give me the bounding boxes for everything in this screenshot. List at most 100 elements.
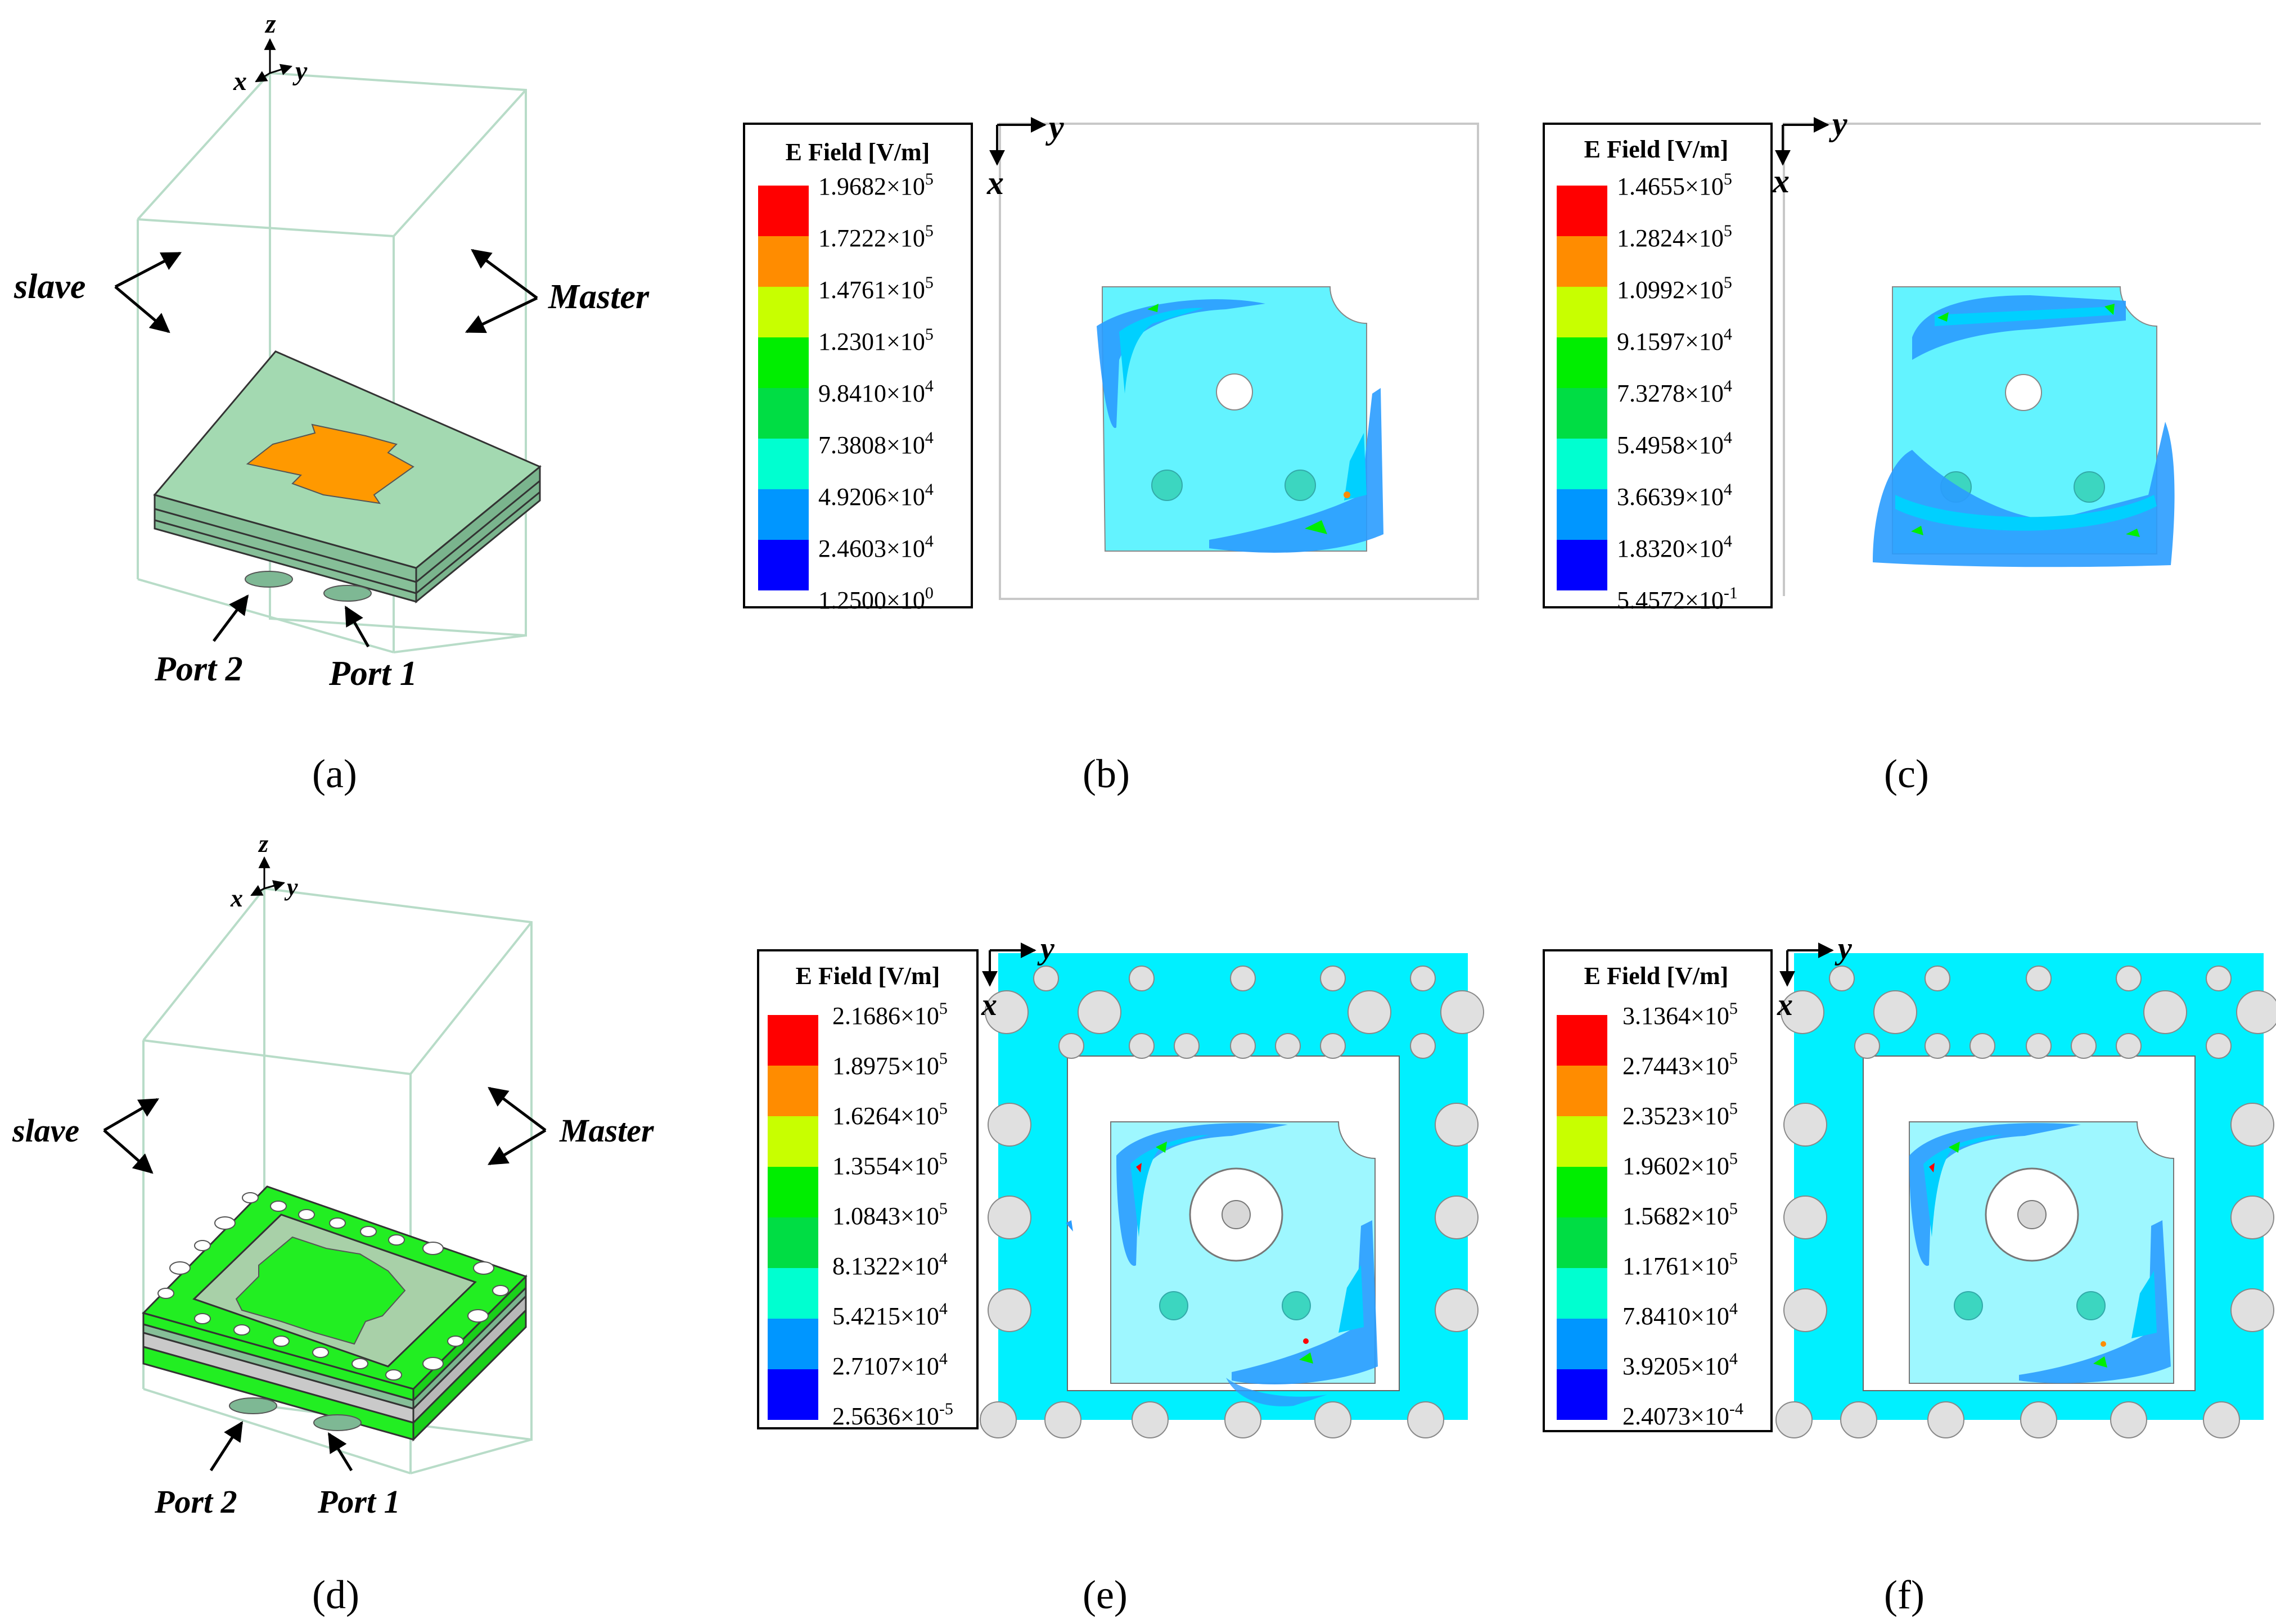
legend-value: 7.3808×104 [818, 428, 934, 459]
ebg-hole [1829, 966, 1855, 991]
legend-labels: 2.1686×105 1.8975×105 1.6264×105 1.3554×105… [832, 999, 953, 1430]
panel-f: E Field [V/m] 3.1364×105 2.7443×105 2.3523… [1543, 931, 2276, 1617]
port-cylinders [245, 571, 372, 602]
legend-title: E Field [V/m] [796, 962, 940, 990]
ebg-hole [985, 990, 1029, 1034]
ebg-hole [1783, 1288, 1827, 1332]
ebg-hole [2203, 1401, 2240, 1438]
legend-swatch [768, 1066, 818, 1116]
center-hole [1222, 1200, 1251, 1229]
panel-b: E Field [V/m] 1.9682×105 1.7222×105 1.4761… [743, 109, 1479, 796]
ebg-hole [1033, 966, 1059, 991]
ebg-holes [980, 966, 1484, 1438]
ebg-hole [2071, 1033, 2097, 1059]
legend-swatch [1557, 1167, 1607, 1217]
legend-value: 9.1597×104 [1617, 325, 1732, 355]
field-hotspots [1873, 295, 2175, 567]
legend-swatch [768, 1217, 818, 1268]
port-marker-left [1954, 1291, 1983, 1320]
ebg-hole [2236, 990, 2276, 1034]
legend-swatch [758, 388, 809, 439]
legend-swatches [1557, 1015, 1607, 1420]
ebg-hole [2206, 1033, 2232, 1059]
legend-value: 3.9205×104 [1623, 1350, 1738, 1380]
caption-b: (b) [1083, 751, 1130, 796]
caption-c: (c) [1884, 751, 1929, 796]
ebg-hole [1440, 990, 1484, 1034]
legend-value: 1.7222×105 [818, 222, 934, 252]
ebg-hole [2116, 966, 2142, 991]
field-hotspots [1909, 1123, 2171, 1383]
caption-d: (d) [312, 1572, 359, 1617]
plot-frame-b [999, 123, 1479, 600]
port-arrows [209, 1421, 353, 1472]
legend-swatch [1557, 1369, 1607, 1420]
port-marker-left [1151, 470, 1183, 501]
ebg-holes [1775, 966, 2276, 1438]
axis-z-label: z [258, 830, 268, 858]
port-arrows [213, 594, 370, 648]
slave-label: slave [12, 1112, 79, 1149]
legend-title: E Field [V/m] [1584, 136, 1729, 163]
ebg-hole [1058, 1033, 1084, 1059]
legend-value: 1.4761×105 [818, 273, 934, 304]
ebg-hole [1775, 1401, 1813, 1438]
axis-triad-d [250, 856, 286, 896]
legend-value: 2.5636×10-5 [832, 1400, 953, 1430]
legend-swatch [1557, 1066, 1607, 1116]
legend-swatch [1557, 236, 1607, 287]
legend-value: 1.2500×100 [818, 584, 934, 614]
ebg-hole [2116, 1033, 2142, 1059]
port1-label: Port 1 [328, 655, 417, 693]
axis-x-label: x [230, 885, 243, 912]
axis-triad-f [1779, 942, 1834, 987]
legend-value: 7.8410×104 [1623, 1300, 1738, 1330]
ebg-hole [1925, 1033, 1950, 1059]
legend-swatches [1557, 186, 1607, 590]
ebg-hole [1435, 1288, 1479, 1332]
legend-value: 1.2301×105 [818, 325, 934, 355]
ebg-hole [1927, 1401, 1964, 1438]
ebg-hole [1925, 966, 1950, 991]
ebg-hole [1407, 1401, 1444, 1438]
legend-swatch [1557, 1015, 1607, 1066]
legend-value: 9.8410×104 [818, 377, 934, 407]
legend-swatch [1557, 439, 1607, 489]
ebg-hole [1275, 1033, 1301, 1059]
axis-z-label: z [264, 9, 276, 39]
ebg-hole [2230, 1196, 2274, 1239]
legend-swatch [758, 236, 809, 287]
legend-value: 2.4073×10-4 [1623, 1400, 1743, 1430]
axis-triad-c [1775, 117, 1829, 166]
axis-x-label: x [233, 66, 247, 96]
ebg-hole [1347, 990, 1391, 1034]
legend-labels: 1.4655×105 1.2824×105 1.0992×105 9.1597×104… [1617, 170, 1738, 614]
panel-a: z y x slave Master Port 2 Port 1 (a) [13, 9, 650, 796]
legend-swatch [758, 287, 809, 337]
legend-value: 4.9206×104 [818, 480, 934, 511]
ebg-hole [1320, 966, 1346, 991]
legend-value: 8.1322×104 [832, 1249, 948, 1280]
legend-value: 5.4572×10-1 [1617, 584, 1738, 614]
legend-swatch [768, 1167, 818, 1217]
legend-value: 3.6639×104 [1617, 480, 1732, 511]
master-label: Master [559, 1112, 654, 1149]
axis-x-label: x [986, 164, 1004, 201]
port-marker-left [1159, 1291, 1188, 1320]
legend-swatch [1557, 1217, 1607, 1268]
port2-label: Port 2 [154, 1483, 237, 1520]
ebg-hole [1781, 990, 1824, 1034]
ebg-hole [1783, 1103, 1827, 1147]
legend-labels: 3.1364×105 2.7443×105 2.3523×105 1.9602×105… [1623, 999, 1743, 1430]
legend-value: 1.5682×105 [1623, 1199, 1738, 1230]
ebg-hole [1410, 966, 1436, 991]
slave-label: slave [13, 268, 85, 306]
legend-swatch [768, 1116, 818, 1167]
caption-f: (f) [1884, 1572, 1925, 1617]
legend-value: 1.6264×105 [832, 1099, 948, 1130]
port1-label: Port 1 [317, 1483, 400, 1520]
axis-y-label: y [292, 56, 308, 86]
master-arrows [487, 1086, 547, 1166]
axis-y-label: y [1037, 931, 1055, 966]
ebg-hole [1078, 990, 1121, 1034]
